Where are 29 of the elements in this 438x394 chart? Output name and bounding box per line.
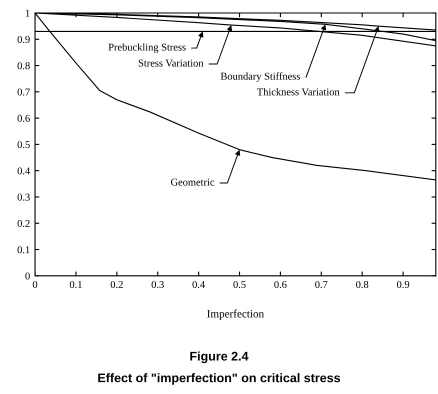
- x-tick-label: 0: [32, 280, 38, 288]
- x-tick-label: 0.8: [356, 280, 368, 288]
- x-tick-label: 0.2: [110, 280, 123, 288]
- x-axis-title: Imperfection: [207, 310, 264, 320]
- text: Thickness Variation: [257, 88, 340, 96]
- y-tick-label: 0: [25, 272, 30, 280]
- text: Boundary Stiffness: [220, 72, 300, 82]
- x-tick-label: 0.5: [233, 280, 246, 288]
- x-tick-label: 0.3: [152, 280, 164, 288]
- x-tick-label: 0.6: [274, 280, 287, 288]
- y-tick-label: 0.1: [18, 246, 30, 254]
- text: Stress Variation: [138, 60, 204, 67]
- y-tick-label: 0.8: [18, 62, 30, 70]
- text: Figure 2.4: [190, 351, 248, 364]
- text: Effect of "imperfection" on critical stress: [98, 373, 340, 385]
- x-tick-label: 0.4: [192, 280, 205, 288]
- y-tick-label: 0.7: [18, 88, 30, 96]
- text: Geometric: [170, 178, 214, 186]
- y-tick-label: 0.3: [18, 194, 30, 201]
- y-tick-label: 0.5: [18, 141, 30, 148]
- y-tick-label: 0.4: [18, 167, 30, 174]
- y-tick-label: 1: [26, 10, 30, 17]
- series-label: Prebuckling Stress: [108, 43, 186, 53]
- x-tick-label: 0.9: [396, 280, 410, 288]
- y-tick-label: 0.6: [18, 114, 30, 122]
- y-tick-label: 0.2: [18, 220, 30, 228]
- y-tick-label: 0.9: [18, 36, 30, 44]
- x-tick-label: 0.7: [315, 280, 328, 288]
- x-tick-label: 0.1: [70, 280, 82, 288]
